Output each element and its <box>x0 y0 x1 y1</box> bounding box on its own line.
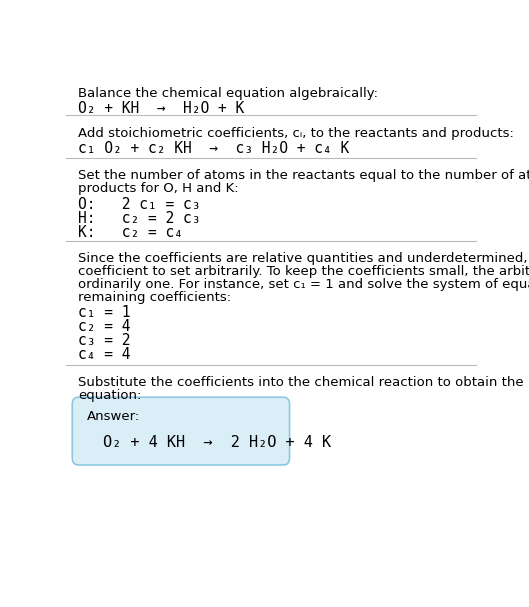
Text: c₁ = 1: c₁ = 1 <box>78 305 131 320</box>
FancyBboxPatch shape <box>72 397 289 465</box>
Text: H:   c₂ = 2 c₃: H: c₂ = 2 c₃ <box>78 211 201 226</box>
Text: Since the coefficients are relative quantities and underdetermined, choose a: Since the coefficients are relative quan… <box>78 252 529 265</box>
Text: Add stoichiometric coefficients, cᵢ, to the reactants and products:: Add stoichiometric coefficients, cᵢ, to … <box>78 127 514 140</box>
Text: Balance the chemical equation algebraically:: Balance the chemical equation algebraica… <box>78 87 378 100</box>
Text: c₁ O₂ + c₂ KH  →  c₃ H₂O + c₄ K: c₁ O₂ + c₂ KH → c₃ H₂O + c₄ K <box>78 141 350 155</box>
Text: c₂ = 4: c₂ = 4 <box>78 319 131 334</box>
Text: K:   c₂ = c₄: K: c₂ = c₄ <box>78 225 184 240</box>
Text: O₂ + KH  →  H₂O + K: O₂ + KH → H₂O + K <box>78 101 245 116</box>
Text: O:   2 c₁ = c₃: O: 2 c₁ = c₃ <box>78 197 201 212</box>
Text: products for O, H and K:: products for O, H and K: <box>78 182 239 195</box>
Text: Set the number of atoms in the reactants equal to the number of atoms in the: Set the number of atoms in the reactants… <box>78 169 529 182</box>
Text: equation:: equation: <box>78 389 142 402</box>
Text: ordinarily one. For instance, set c₁ = 1 and solve the system of equations for t: ordinarily one. For instance, set c₁ = 1… <box>78 277 529 291</box>
Text: Answer:: Answer: <box>87 410 140 423</box>
Text: remaining coefficients:: remaining coefficients: <box>78 291 232 304</box>
Text: Substitute the coefficients into the chemical reaction to obtain the balanced: Substitute the coefficients into the che… <box>78 376 529 389</box>
Text: c₄ = 4: c₄ = 4 <box>78 347 131 362</box>
Text: O₂ + 4 KH  →  2 H₂O + 4 K: O₂ + 4 KH → 2 H₂O + 4 K <box>103 435 331 450</box>
Text: coefficient to set arbitrarily. To keep the coefficients small, the arbitrary va: coefficient to set arbitrarily. To keep … <box>78 265 529 278</box>
Text: c₃ = 2: c₃ = 2 <box>78 333 131 348</box>
